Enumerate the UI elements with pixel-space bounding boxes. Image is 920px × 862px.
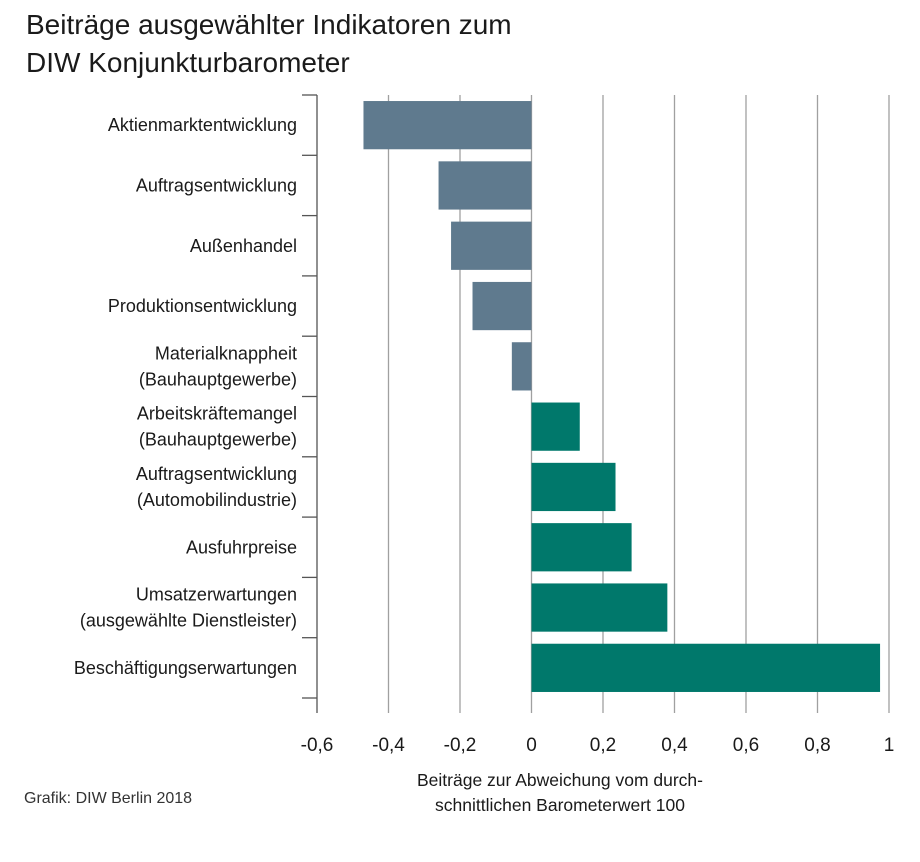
category-label: Auftragsentwicklung (Automobilindustrie): [136, 464, 297, 510]
bar: [531, 523, 632, 572]
x-axis-label: Beiträge zur Abweichung vom durch- schni…: [400, 768, 720, 818]
category-label-line: Materialknappheit: [155, 343, 297, 363]
category-label-line: Beschäftigungserwartungen: [74, 658, 297, 678]
category-label: Außenhandel: [190, 236, 297, 256]
x-tick-label: 1: [884, 735, 895, 756]
category-label: Aktienmarktentwicklung: [108, 115, 297, 135]
category-label-line: (Automobilindustrie): [137, 490, 297, 510]
category-label-line: Ausfuhrpreise: [186, 537, 297, 557]
x-tick-label: 0,8: [804, 735, 830, 756]
category-label-line: (ausgewählte Dienstleister): [80, 611, 297, 631]
category-label: Beschäftigungserwartungen: [74, 658, 297, 678]
x-tick-label: 0: [526, 735, 537, 756]
x-tick-label: -0,2: [444, 735, 477, 756]
category-label: Produktionsentwicklung: [108, 296, 297, 316]
category-label-line: Auftragsentwicklung: [136, 175, 297, 195]
source-note: Grafik: DIW Berlin 2018: [24, 790, 193, 807]
category-label-line: (Bauhauptgewerbe): [139, 369, 297, 389]
x-axis-label-line-2: schnittlichen Barometerwert 100: [435, 795, 685, 815]
category-label: Arbeitskräftemangel (Bauhauptgewerbe): [137, 404, 297, 450]
category-label-line: Arbeitskräftemangel: [137, 404, 297, 424]
x-tick-label: -0,6: [301, 735, 334, 756]
x-tick-label: 0,2: [590, 735, 616, 756]
category-label-line: Auftragsentwicklung: [136, 464, 297, 484]
bar: [363, 101, 532, 150]
chart-title-line-1: Beiträge ausgewählter Indikatoren zum: [26, 9, 512, 40]
bar: [531, 462, 616, 512]
bar: [451, 221, 532, 270]
x-tick-label: 0,6: [733, 735, 759, 756]
category-label: Umsatzerwartungen (ausgewählte Dienstleis…: [80, 585, 297, 631]
category-label-line: Produktionsentwicklung: [108, 296, 297, 316]
bar: [531, 643, 881, 692]
bar: [531, 402, 580, 451]
category-label: Auftragsentwicklung: [136, 175, 297, 195]
x-tick-label: -0,4: [372, 735, 405, 756]
category-label: Materialknappheit (Bauhauptgewerbe): [139, 343, 297, 389]
category-label-line: Außenhandel: [190, 236, 297, 256]
category-label-line: Umsatzerwartungen: [136, 585, 297, 605]
bar: [438, 161, 532, 210]
category-label: Ausfuhrpreise: [186, 537, 297, 557]
x-axis-label-line-1: Beiträge zur Abweichung vom durch-: [417, 770, 703, 790]
bar: [511, 342, 532, 391]
bar: [531, 583, 668, 632]
chart-title: Beiträge ausgewählter Indikatoren zum DI…: [26, 6, 512, 82]
category-label-line: (Bauhauptgewerbe): [139, 430, 297, 450]
bar: [472, 281, 532, 331]
x-tick-label: 0,4: [661, 735, 688, 756]
chart-title-line-2: DIW Konjunkturbarometer: [26, 47, 350, 78]
category-label-line: Aktienmarktentwicklung: [108, 115, 297, 135]
